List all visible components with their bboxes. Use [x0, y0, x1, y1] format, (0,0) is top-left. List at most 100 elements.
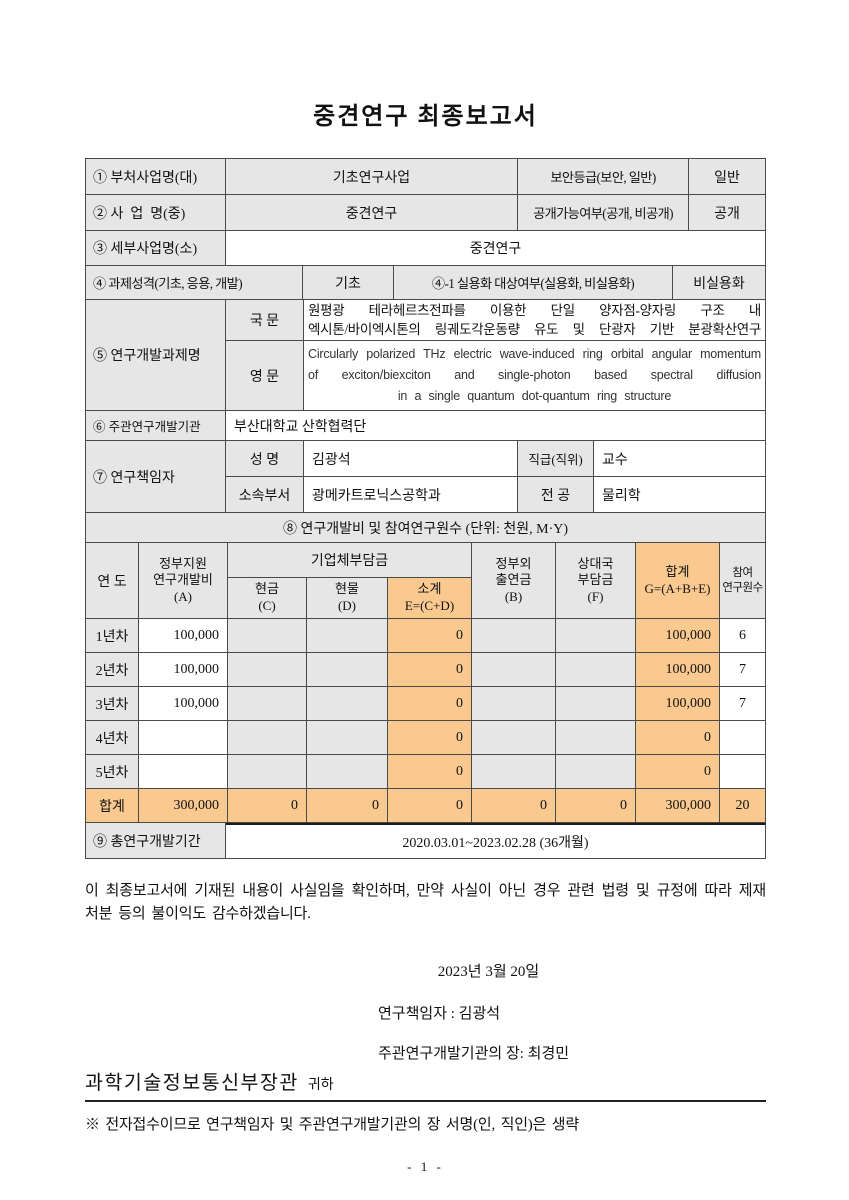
pi-dept-row: 소속부서 광메카트로닉스공학과 전 공 물리학	[226, 477, 766, 513]
project-type-label: ④ 과제성격(기초, 응용, 개발)	[86, 266, 303, 300]
practical-use-label: ④-1 실용화 대상여부(실용화, 비실용화)	[394, 266, 673, 300]
page-content: 중견연구 최종보고서 ① 부처사업명(대) 기초연구사업 보안등급(보안, 일반…	[85, 0, 766, 1175]
budget-total-b: 0	[472, 789, 556, 823]
budget-inkind	[307, 687, 388, 721]
budget-cash	[228, 721, 307, 755]
budget-cash	[228, 755, 307, 789]
budget-total-members: 20	[720, 789, 766, 823]
budget-inkind	[307, 721, 388, 755]
program-name-label: ② 사 업 명(중)	[86, 195, 226, 231]
budget-inkind	[307, 653, 388, 687]
pi-block: 성 명 김광석 직급(직위) 교수 소속부서 광메카트로닉스공학과 전 공 물리…	[226, 441, 766, 513]
signature-researcher: 연구책임자 : 김광석	[378, 1005, 501, 1022]
ministry-program-value: 기초연구사업	[226, 159, 518, 195]
budget-partner	[556, 755, 636, 789]
security-level-value: 일반	[689, 159, 766, 195]
signature-date: 2023년 3월 20일	[437, 963, 540, 980]
budget-subtotal: 0	[388, 721, 472, 755]
budget-partner	[556, 721, 636, 755]
korean-title: 원평광 테라헤르츠전파를 이용한 단일 양자점-양자링 구조 내 엑시톤/바이엑…	[304, 300, 766, 341]
budget-cash	[228, 687, 307, 721]
budget-nongov	[472, 755, 556, 789]
korean-title-line1: 원평광 테라헤르츠전파를 이용한 단일 양자점-양자링 구조 내	[308, 303, 761, 318]
budget-row-year3: 3년차 100,000 0 100,000 7	[86, 687, 766, 721]
row-principal-investigator: ⑦ 연구책임자 성 명 김광석 직급(직위) 교수 소속부서 광메카트로닉스공학…	[86, 441, 766, 513]
ministry-program-label: ① 부처사업명(대)	[86, 159, 226, 195]
budget-header-c: 현금 (C)	[228, 578, 307, 619]
english-title: Circularly polarized THz electric wave-i…	[304, 341, 766, 411]
budget-header-g: 합계 G=(A+B+E)	[636, 543, 720, 619]
budget-row-year1: 1년차 100,000 0 100,000 6	[86, 619, 766, 653]
electronic-submission-note: ※ 전자접수이므로 연구책임자 및 주관연구개발기관의 장 서명(인, 직인)은…	[85, 1116, 579, 1133]
budget-row-year5: 5년차 0 0	[86, 755, 766, 789]
budget-year: 1년차	[86, 619, 139, 653]
pi-name-label: 성 명	[226, 441, 304, 477]
row-lead-institution: ⑥ 주관연구개발기관 부산대학교 산학협력단	[86, 411, 766, 441]
english-title-row: 영 문 Circularly polarized THz electric wa…	[226, 341, 766, 411]
english-title-line2: of exciton/biexciton and single-photon b…	[308, 368, 761, 382]
disclosure-label: 공개가능여부(공개, 비공개)	[518, 195, 689, 231]
signature-institution-head: 주관연구개발기관의 장: 최경민	[378, 1045, 570, 1062]
budget-nongov	[472, 687, 556, 721]
budget-members: 6	[720, 619, 766, 653]
page-number: - 1 -	[407, 1158, 444, 1174]
budget-total-g: 0	[636, 721, 720, 755]
budget-total-label: 합계	[86, 789, 139, 823]
english-title-label: 영 문	[226, 341, 304, 411]
budget-total-d: 0	[307, 789, 388, 823]
total-period-label: ⑨ 총연구개발기간	[86, 823, 226, 859]
budget-cash	[228, 653, 307, 687]
budget-partner	[556, 619, 636, 653]
budget-gov-fund	[139, 721, 228, 755]
korean-title-row: 국 문 원평광 테라헤르츠전파를 이용한 단일 양자점-양자링 구조 내 엑시톤…	[226, 300, 766, 341]
budget-banner: ⑧ 연구개발비 및 참여연구원수 (단위: 천원, M·Y)	[86, 513, 766, 543]
budget-gov-fund: 100,000	[139, 687, 228, 721]
budget-year: 4년차	[86, 721, 139, 755]
budget-year: 2년차	[86, 653, 139, 687]
budget-row-total: 합계 300,000 0 0 0 0 0 300,000 20	[86, 789, 766, 823]
budget-header-year: 연 도	[86, 543, 139, 619]
recipient-row: 과학기술정보통신부장관 귀하	[85, 1066, 766, 1095]
recipient-honorific: 귀하	[307, 1077, 334, 1093]
budget-header-b: 정부외 출연금 (B)	[472, 543, 556, 619]
budget-subtotal: 0	[388, 755, 472, 789]
sub-program-value: 중견연구	[226, 231, 766, 266]
pi-name-row: 성 명 김광석 직급(직위) 교수	[226, 441, 766, 477]
pi-rank: 교수	[594, 441, 766, 477]
budget-header-m: 참여 연구원수	[720, 543, 766, 619]
pi-label: ⑦ 연구책임자	[86, 441, 226, 513]
budget-partner	[556, 687, 636, 721]
budget-subtotal: 0	[388, 687, 472, 721]
pi-major-label: 전 공	[518, 477, 594, 513]
security-level-label: 보안등급(보안, 일반)	[518, 159, 689, 195]
budget-members	[720, 721, 766, 755]
budget-gov-fund: 100,000	[139, 619, 228, 653]
program-name-value: 중견연구	[226, 195, 518, 231]
english-title-line1: Circularly polarized THz electric wave-i…	[308, 347, 761, 361]
sub-program-label: ③ 세부사업명(소)	[86, 231, 226, 266]
budget-nongov	[472, 721, 556, 755]
row-ministry-program: ① 부처사업명(대) 기초연구사업 보안등급(보안, 일반) 일반	[86, 159, 766, 195]
budget-header: 연 도 정부지원 연구개발비 (A) 기업체부담금 현금 (C) 현물 (D) …	[86, 543, 766, 619]
budget-total-f: 0	[556, 789, 636, 823]
budget-subtotal: 0	[388, 619, 472, 653]
budget-members: 7	[720, 687, 766, 721]
row-budget-banner: ⑧ 연구개발비 및 참여연구원수 (단위: 천원, M·Y)	[86, 513, 766, 543]
budget-header-company-sub: 현금 (C) 현물 (D) 소계 E=(C+D)	[228, 578, 472, 619]
budget-total-g: 100,000	[636, 687, 720, 721]
budget-header-company-group: 기업체부담금 현금 (C) 현물 (D) 소계 E=(C+D)	[228, 543, 472, 619]
budget-header-a: 정부지원 연구개발비 (A)	[139, 543, 228, 619]
page-title: 중견연구 최종보고서	[313, 104, 538, 130]
lead-institution-label: ⑥ 주관연구개발기관	[86, 411, 226, 441]
project-type-value: 기초	[303, 266, 394, 300]
divider-rule	[85, 1099, 766, 1102]
budget-members: 7	[720, 653, 766, 687]
project-title-block: 국 문 원평광 테라헤르츠전파를 이용한 단일 양자점-양자링 구조 내 엑시톤…	[226, 300, 766, 411]
lead-institution-value: 부산대학교 산학협력단	[226, 411, 766, 441]
budget-members	[720, 755, 766, 789]
project-title-label: ⑤ 연구개발과제명	[86, 300, 226, 411]
budget-header-company: 기업체부담금	[228, 543, 472, 578]
row-total-period: ⑨ 총연구개발기간 2020.03.01~2023.02.28 (36개월)	[86, 823, 766, 859]
budget-header-e: 소계 E=(C+D)	[388, 578, 472, 619]
